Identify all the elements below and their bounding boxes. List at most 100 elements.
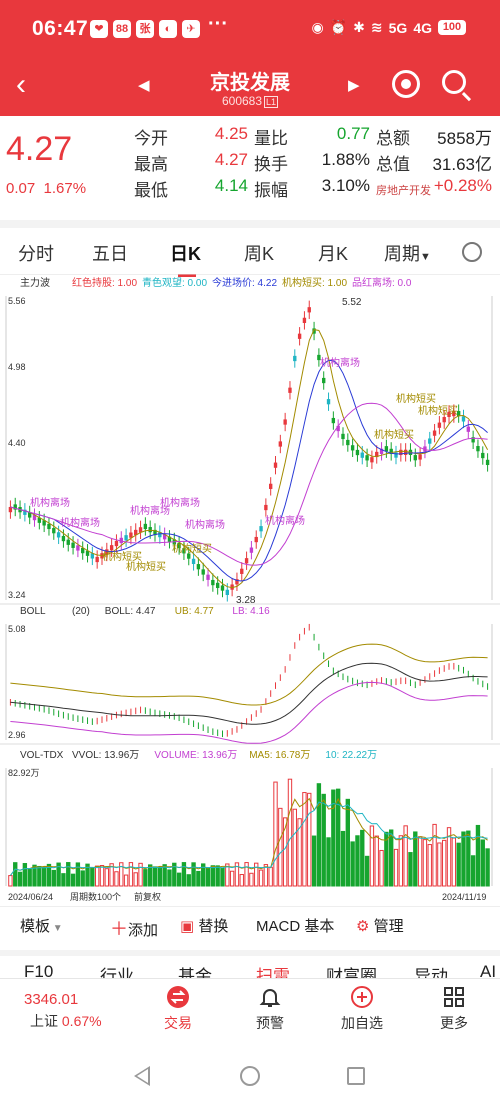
volume-bar — [215, 865, 220, 887]
back-nav-icon[interactable] — [134, 1066, 150, 1086]
chart-annotation: 机构离场 — [30, 496, 70, 509]
legend-entry: 10: 22.22万 — [325, 750, 377, 761]
y-tick-label: 82.92万 — [8, 768, 40, 778]
volume-bar — [119, 862, 124, 887]
index-line[interactable]: 上证 0.67% — [30, 1011, 102, 1031]
template-button[interactable]: 模板 ▼ — [20, 915, 63, 936]
alert-label: 预警 — [256, 1015, 284, 1031]
candle-body — [235, 579, 239, 585]
volume-bar — [8, 875, 13, 887]
chart-annotation: 机构短买 — [396, 392, 436, 405]
candle-body — [240, 568, 244, 574]
alert-button[interactable]: 预警 — [230, 983, 310, 1033]
next-stock-icon[interactable]: ▶ — [348, 77, 360, 94]
volume-bar — [374, 835, 379, 887]
ma-line-long — [10, 402, 488, 566]
subtab-minesweep[interactable]: 扫雷 — [256, 967, 290, 978]
volume-bar — [263, 864, 269, 887]
candle-body — [346, 439, 350, 446]
gear-icon[interactable] — [462, 242, 482, 262]
volume-bar — [350, 841, 355, 887]
candle-body — [278, 441, 283, 447]
candle-body — [461, 416, 466, 422]
quote-value: 31.63亿 — [432, 155, 492, 174]
candle-body — [350, 445, 355, 451]
x-axis-label: 周期数100个 — [70, 891, 121, 902]
candle-body — [326, 399, 331, 405]
candle-body — [317, 354, 321, 361]
volume-bar — [417, 836, 423, 887]
volume-bar — [157, 866, 163, 887]
prev-stock-icon[interactable]: ◀ — [138, 77, 150, 94]
legend-entry: (20) — [72, 606, 90, 617]
recents-nav-icon[interactable] — [347, 1067, 365, 1085]
x-axis-label: 2024/11/19 — [442, 892, 486, 902]
quote-label: 总额 — [376, 129, 410, 148]
candle-body — [143, 523, 148, 530]
system-navigation — [0, 1044, 500, 1110]
volume-bar — [258, 869, 264, 887]
replace-button[interactable]: ▣ 替换 — [180, 915, 228, 936]
tab-daily-k[interactable]: 日K — [170, 240, 201, 277]
search-icon[interactable] — [442, 70, 466, 94]
volume-bar — [446, 827, 452, 887]
last-price: 4.27 — [6, 130, 73, 168]
chart-svg[interactable]: 主力波 红色持股: 1.00 青色观望: 0.00 今进场价: 4.22 机构短买: 1… — [0, 273, 500, 906]
subtab-fund[interactable]: 基金 — [178, 967, 212, 978]
volume-bar — [94, 865, 100, 887]
volume-bar — [104, 868, 109, 887]
candle-body — [394, 452, 398, 458]
candle-body — [95, 556, 99, 563]
candle-body — [447, 411, 451, 417]
volume-bar — [485, 848, 490, 887]
tab-five-day[interactable]: 五日 — [92, 244, 128, 264]
candle-body — [32, 514, 37, 521]
clock: 06:47 — [32, 17, 89, 40]
subtab-industry[interactable]: 行业 — [100, 967, 134, 978]
index-value[interactable]: 3346.01 — [24, 991, 79, 1008]
assistant-icon[interactable] — [392, 70, 420, 98]
quote-label: 最低 — [134, 181, 168, 200]
tab-period[interactable]: 周期▼ — [384, 240, 431, 266]
subtab-wealth-circle[interactable]: 财富圈 — [326, 967, 377, 978]
tab-intraday[interactable]: 分时 — [18, 244, 54, 264]
more-button[interactable]: 更多 — [414, 983, 494, 1033]
subtab-movement[interactable]: 异动 — [414, 967, 448, 978]
home-nav-icon[interactable] — [240, 1066, 260, 1086]
chart-annotation: 机构短买 — [172, 542, 212, 555]
quote-value: 4.27 — [214, 150, 248, 169]
trade-button[interactable]: 交易 — [138, 983, 218, 1033]
manage-button[interactable]: ⚙ 管理 — [356, 915, 404, 936]
volume-bar — [451, 837, 457, 887]
battery-icon: 100 — [438, 20, 466, 35]
add-watchlist-button[interactable]: 加自选 — [322, 983, 402, 1033]
candle-body — [259, 526, 263, 532]
add-button[interactable]: ＋添加 — [110, 915, 158, 941]
volume-bar — [249, 872, 254, 887]
quote-label: 今开 — [134, 129, 168, 148]
volume-bar — [148, 864, 153, 887]
volume-bar — [437, 842, 442, 887]
macd-basic-button[interactable]: MACD 基本 — [256, 918, 335, 935]
candle-body — [481, 452, 485, 459]
volume-bar — [123, 874, 129, 887]
quote-value: 4.14 — [214, 176, 248, 195]
volume-bar — [75, 862, 81, 887]
chart-annotation: 机构短买 — [126, 560, 166, 573]
candle-body — [90, 553, 95, 559]
y-tick-label: 5.56 — [8, 296, 26, 306]
candle-body — [249, 547, 254, 553]
tab-weekly-k[interactable]: 周K — [244, 244, 275, 264]
app-icon: ❤ — [90, 20, 108, 38]
template-label: 模板 — [20, 918, 51, 935]
candle-body — [124, 535, 128, 541]
candle-body — [264, 504, 268, 511]
chart-annotation: 机构离场 — [185, 518, 225, 531]
stock-code: 600683 — [221, 94, 263, 108]
ma-line-mid — [10, 359, 488, 582]
chevron-down-icon: ▼ — [420, 251, 431, 263]
back-icon[interactable]: ‹ — [16, 68, 26, 101]
tab-monthly-k[interactable]: 月K — [318, 244, 349, 264]
subtab-ai[interactable]: AI — [480, 962, 497, 978]
subtab-f10[interactable]: F10 — [24, 962, 54, 978]
